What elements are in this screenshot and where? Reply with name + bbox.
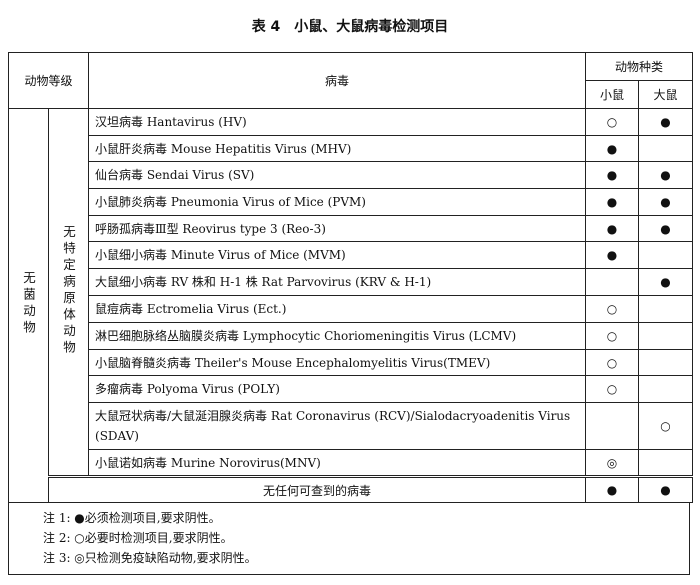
virus-name: 小鼠诺如病毒 Murine Norovirus(MNV) xyxy=(88,449,587,477)
rat-mark xyxy=(638,375,694,403)
virus-name: 鼠痘病毒 Ectromelia Virus (Ect.) xyxy=(88,295,587,323)
header-mouse: 小鼠 xyxy=(585,80,640,109)
grade-level2: 无特定病原体动物 xyxy=(47,108,90,477)
rat-mark: ● xyxy=(638,161,694,189)
rat-mark: ● xyxy=(638,108,694,136)
table-row: 鼠痘病毒 Ectromelia Virus (Ect.) ○ xyxy=(9,295,694,323)
table-row: 多瘤病毒 Polyoma Virus (POLY) ○ xyxy=(9,375,694,403)
table-row: 大鼠细小病毒 RV 株和 H-1 株 Rat Parvovirus (KRV &… xyxy=(9,268,694,296)
virus-name: 呼肠孤病毒Ⅲ型 Reovirus type 3 (Reo-3) xyxy=(88,215,587,242)
rat-mark xyxy=(638,241,694,269)
note-1: 注 1: ●必须检测项目,要求阴性。 xyxy=(43,511,221,525)
mouse-mark: ○ xyxy=(585,375,640,403)
rat-mark: ● xyxy=(638,268,694,296)
mouse-mark: ● xyxy=(585,135,640,162)
table-row: 大鼠冠状病毒/大鼠涎泪腺炎病毒 Rat Coronavirus (RCV)/Si… xyxy=(9,402,694,450)
note-2: 注 2: ○必要时检测项目,要求阴性。 xyxy=(43,531,233,545)
virus-name: 汉坦病毒 Hantavirus (HV) xyxy=(88,108,587,136)
rat-mark xyxy=(638,295,694,323)
mouse-mark: ○ xyxy=(585,322,640,350)
table-row: 小鼠肝炎病毒 Mouse Hepatitis Virus (MHV) ● xyxy=(9,135,694,162)
table-row: 小鼠诺如病毒 Murine Norovirus(MNV) ◎ xyxy=(9,449,694,477)
table-row: 小鼠脑脊髓炎病毒 Theiler's Mouse Encephalomyelit… xyxy=(9,349,694,376)
virus-name: 大鼠细小病毒 RV 株和 H-1 株 Rat Parvovirus (KRV &… xyxy=(88,268,587,296)
table-row: 淋巴细胞脉络丛脑膜炎病毒 Lymphocytic Choriomeningiti… xyxy=(9,322,694,350)
table-row: 仙台病毒 Sendai Virus (SV) ● ● xyxy=(9,161,694,189)
grade-level2-label: 无特定病原体动物 xyxy=(61,224,76,357)
rat-mark: ○ xyxy=(638,402,694,450)
rat-mark: ● xyxy=(638,188,694,216)
total-row: 无任何可查到的病毒 ● ● xyxy=(9,475,694,503)
table-row: 无菌动物 无特定病原体动物 汉坦病毒 Hantavirus (HV) ○ ● xyxy=(8,108,694,503)
mouse-mark: ◎ xyxy=(585,449,640,477)
header-species: 动物种类 xyxy=(585,52,694,81)
rat-mark xyxy=(638,322,694,350)
virus-name: 仙台病毒 Sendai Virus (SV) xyxy=(88,161,587,189)
mouse-mark: ● xyxy=(585,241,640,269)
table-row: 小鼠细小病毒 Minute Virus of Mice (MVM) ● xyxy=(9,241,694,269)
grade-level1: 无菌动物 xyxy=(8,108,49,503)
virus-name: 大鼠冠状病毒/大鼠涎泪腺炎病毒 Rat Coronavirus (RCV)/Si… xyxy=(88,402,587,450)
header-grade: 动物等级 xyxy=(7,52,90,109)
table-row: 小鼠肺炎病毒 Pneumonia Virus of Mice (PVM) ● ● xyxy=(9,188,694,216)
rat-mark: ● xyxy=(638,475,694,503)
mouse-mark: ● xyxy=(585,161,640,189)
mouse-mark xyxy=(585,268,640,296)
header-rat: 大鼠 xyxy=(638,80,694,109)
virus-name: 淋巴细胞脉络丛脑膜炎病毒 Lymphocytic Choriomeningiti… xyxy=(88,322,587,350)
virus-name: 小鼠脑脊髓炎病毒 Theiler's Mouse Encephalomyelit… xyxy=(88,349,587,376)
rat-mark xyxy=(638,349,694,376)
mouse-mark: ● xyxy=(585,475,640,503)
virus-name: 小鼠细小病毒 Minute Virus of Mice (MVM) xyxy=(88,241,587,269)
mouse-mark: ○ xyxy=(585,349,640,376)
virus-name: 小鼠肺炎病毒 Pneumonia Virus of Mice (PVM) xyxy=(88,188,587,216)
mouse-mark: ○ xyxy=(585,108,640,136)
rat-mark xyxy=(638,135,694,162)
virus-name: 小鼠肝炎病毒 Mouse Hepatitis Virus (MHV) xyxy=(88,135,587,162)
virus-name: 多瘤病毒 Polyoma Virus (POLY) xyxy=(88,375,587,403)
rat-mark xyxy=(638,449,694,477)
mouse-mark xyxy=(585,402,640,450)
rat-mark: ● xyxy=(638,215,694,242)
mouse-mark: ● xyxy=(585,188,640,216)
notes: 注 1: ●必须检测项目,要求阴性。 注 2: ○必要时检测项目,要求阴性。 注… xyxy=(8,502,690,575)
grade-level1-label: 无菌动物 xyxy=(21,271,36,337)
virus-test-table: 动物等级 病毒 动物种类 小鼠 大鼠 无菌动物 无特定病原体动物 汉坦病毒 Hant… xyxy=(7,52,694,503)
mouse-mark: ○ xyxy=(585,295,640,323)
header-virus: 病毒 xyxy=(88,52,587,109)
total-label: 无任何可查到的病毒 xyxy=(47,475,587,503)
note-3: 注 3: ◎只检测免疫缺陷动物,要求阴性。 xyxy=(43,551,257,565)
table-title: 表 4 小鼠、大鼠病毒检测项目 xyxy=(251,19,449,35)
table-row: 呼肠孤病毒Ⅲ型 Reovirus type 3 (Reo-3) ● ● xyxy=(9,215,694,242)
mouse-mark: ● xyxy=(585,215,640,242)
